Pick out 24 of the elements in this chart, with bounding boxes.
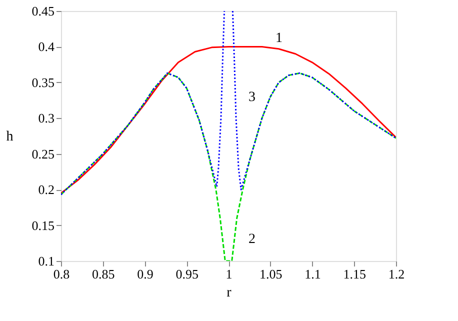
line-series	[61, 46, 396, 194]
y-tick-label: 0.1	[38, 254, 54, 268]
x-axis-title: r	[226, 286, 232, 300]
x-tick-label: 0.95	[176, 266, 198, 282]
y-tick-label: 0.25	[32, 146, 54, 162]
line-series	[61, 72, 396, 261]
x-tick-label: 1.15	[343, 266, 366, 282]
y-tick-label: 0.4	[38, 39, 55, 54]
y-tick-label: 0.2	[38, 182, 54, 198]
y-tick-label: 0.15	[32, 218, 54, 233]
x-tick-label: 1.2	[388, 266, 405, 282]
x-tick-label: 0.85	[92, 266, 115, 282]
y-tick-label: 0.45	[32, 4, 54, 18]
x-tick-label: 0.9	[137, 266, 154, 282]
y-tick-label: 0.35	[32, 74, 54, 90]
y-tick-label: 0.3	[38, 110, 54, 126]
annotation: 3	[248, 90, 256, 105]
x-tick-label: 0.8	[53, 266, 70, 282]
annotation: 1	[276, 31, 282, 46]
y-axis-title: h	[6, 130, 14, 144]
x-tick-label: 1.1	[304, 266, 321, 282]
annotation: 2	[248, 232, 256, 247]
x-tick-label: 1.05	[260, 266, 282, 282]
x-tick-label: 1	[226, 266, 232, 282]
